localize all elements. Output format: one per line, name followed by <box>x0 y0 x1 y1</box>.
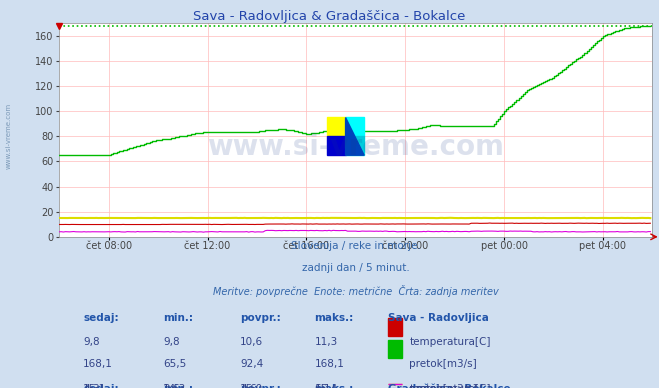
Text: 9,8: 9,8 <box>163 337 180 347</box>
Text: temperatura[C]: temperatura[C] <box>409 337 491 347</box>
Text: maks.:: maks.: <box>314 384 354 388</box>
Text: 15,4: 15,4 <box>314 384 337 388</box>
Text: sedaj:: sedaj: <box>83 314 119 324</box>
Text: sedaj:: sedaj: <box>83 384 119 388</box>
Text: pretok[m3/s]: pretok[m3/s] <box>409 359 477 369</box>
Text: 4,6: 4,6 <box>240 384 257 388</box>
Text: www.si-vreme.com: www.si-vreme.com <box>5 103 11 169</box>
Text: 11,3: 11,3 <box>314 337 337 347</box>
Text: Sava - Radovljica: Sava - Radovljica <box>389 314 490 324</box>
Text: 168,1: 168,1 <box>83 359 113 369</box>
Polygon shape <box>345 118 364 155</box>
Text: Meritve: povprečne  Enote: metrične  Črta: zadnja meritev: Meritve: povprečne Enote: metrične Črta:… <box>213 286 499 298</box>
Text: 10,6: 10,6 <box>240 337 264 347</box>
Text: povpr.:: povpr.: <box>240 384 281 388</box>
Text: min.:: min.: <box>163 384 193 388</box>
Text: 2,6: 2,6 <box>163 384 180 388</box>
Text: povpr.:: povpr.: <box>240 314 281 324</box>
Text: Sava - Radovljica & Gradaščica - Bokalce: Sava - Radovljica & Gradaščica - Bokalce <box>193 10 466 23</box>
Text: 6,1: 6,1 <box>314 384 331 388</box>
Text: min.:: min.: <box>163 314 193 324</box>
Text: 15,0: 15,0 <box>240 384 264 388</box>
Bar <box>345 118 364 136</box>
Bar <box>327 136 345 155</box>
Text: 168,1: 168,1 <box>314 359 344 369</box>
Text: maks.:: maks.: <box>314 314 354 324</box>
Text: zadnji dan / 5 minut.: zadnji dan / 5 minut. <box>302 263 410 274</box>
Text: 92,4: 92,4 <box>240 359 264 369</box>
Text: www.si-vreme.com: www.si-vreme.com <box>208 133 504 161</box>
Text: pretok[m3/s]: pretok[m3/s] <box>409 384 477 388</box>
Text: 15,1: 15,1 <box>83 384 106 388</box>
Text: 9,8: 9,8 <box>83 337 100 347</box>
FancyBboxPatch shape <box>389 318 401 336</box>
Bar <box>345 136 364 155</box>
Text: 14,3: 14,3 <box>163 384 186 388</box>
Text: Gradaščica - Bokalce: Gradaščica - Bokalce <box>389 384 511 388</box>
Text: Slovenija / reke in morje.: Slovenija / reke in morje. <box>291 241 421 251</box>
Text: 4,3: 4,3 <box>83 384 100 388</box>
Text: temperatura[C]: temperatura[C] <box>409 384 491 388</box>
Text: 65,5: 65,5 <box>163 359 186 369</box>
FancyBboxPatch shape <box>389 340 401 358</box>
Bar <box>327 118 345 136</box>
